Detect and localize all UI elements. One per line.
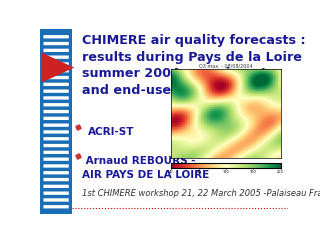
Text: Arnaud REBOURS -
AIR PAYS DE LA LOIRE: Arnaud REBOURS - AIR PAYS DE LA LOIRE <box>82 156 209 180</box>
FancyBboxPatch shape <box>44 185 69 188</box>
FancyBboxPatch shape <box>44 137 69 140</box>
Text: ACRI-ST: ACRI-ST <box>88 127 135 137</box>
FancyBboxPatch shape <box>44 144 69 147</box>
FancyBboxPatch shape <box>44 171 69 174</box>
FancyBboxPatch shape <box>44 69 69 72</box>
FancyBboxPatch shape <box>44 35 69 38</box>
FancyBboxPatch shape <box>44 62 69 66</box>
FancyBboxPatch shape <box>44 42 69 45</box>
FancyBboxPatch shape <box>44 198 69 202</box>
FancyBboxPatch shape <box>44 55 69 59</box>
Text: 1st CHIMERE workshop 21, 22 March 2005 -Palaiseau France: 1st CHIMERE workshop 21, 22 March 2005 -… <box>82 189 320 198</box>
Text: CHIMERE air quality forecasts :
results during Pays de la Loire
summer 2004 expe: CHIMERE air quality forecasts : results … <box>82 34 306 97</box>
FancyBboxPatch shape <box>44 96 69 100</box>
Polygon shape <box>42 53 74 82</box>
FancyBboxPatch shape <box>44 151 69 154</box>
FancyBboxPatch shape <box>44 110 69 113</box>
FancyBboxPatch shape <box>44 164 69 168</box>
FancyBboxPatch shape <box>44 117 69 120</box>
FancyBboxPatch shape <box>44 192 69 195</box>
FancyBboxPatch shape <box>40 29 72 214</box>
FancyBboxPatch shape <box>44 76 69 79</box>
FancyBboxPatch shape <box>44 178 69 181</box>
FancyBboxPatch shape <box>44 124 69 127</box>
FancyBboxPatch shape <box>44 90 69 93</box>
FancyBboxPatch shape <box>44 49 69 52</box>
FancyBboxPatch shape <box>44 157 69 161</box>
FancyBboxPatch shape <box>44 205 69 208</box>
FancyBboxPatch shape <box>44 130 69 134</box>
Title: O3 max. - 08/08/2004: O3 max. - 08/08/2004 <box>199 63 253 68</box>
FancyBboxPatch shape <box>44 103 69 106</box>
FancyBboxPatch shape <box>44 83 69 86</box>
